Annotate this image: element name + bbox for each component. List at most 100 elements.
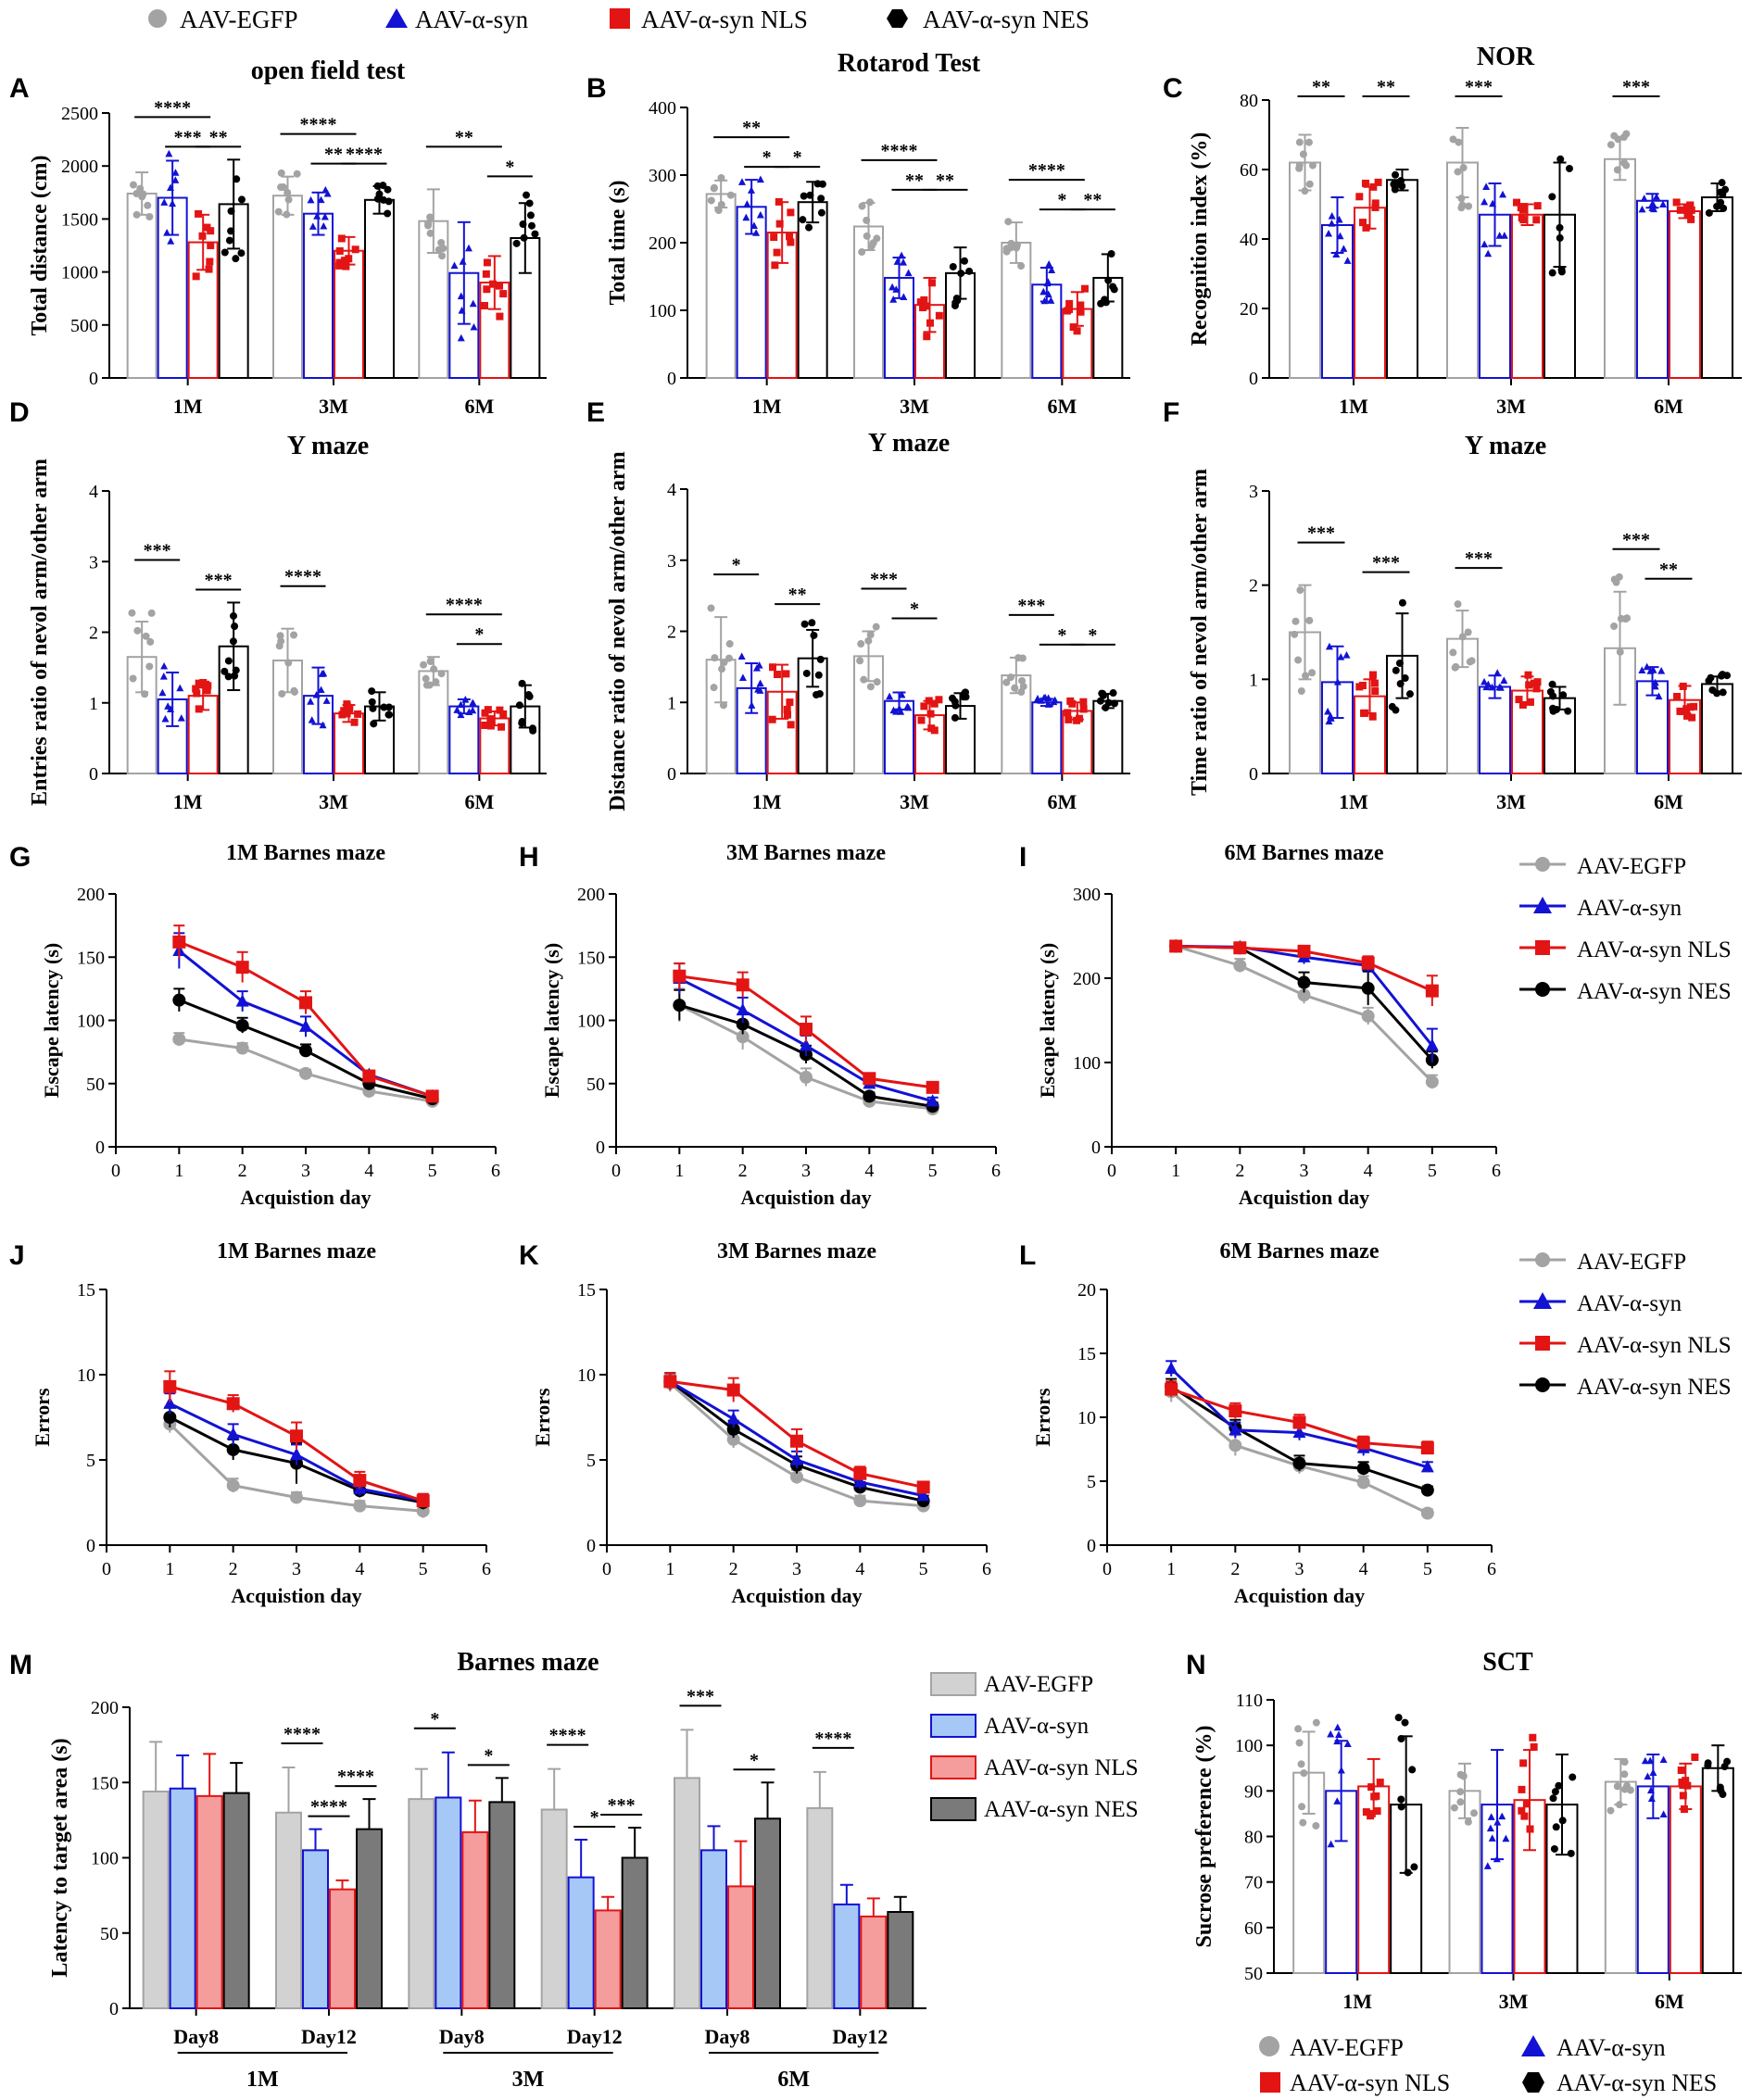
c-dot-nls-2-0 bbox=[1685, 210, 1694, 219]
b-sig-label-3: **** bbox=[881, 141, 918, 161]
a-dot-nes-0-1 bbox=[227, 227, 235, 235]
b-sig-label-8: ** bbox=[1083, 190, 1102, 210]
a-dot-nls-0-7 bbox=[206, 258, 214, 266]
j-point-nls-3 bbox=[353, 1474, 367, 1488]
bar-legend-m-nes-swatch bbox=[930, 1797, 976, 1821]
n-dot-nes-2-7 bbox=[1716, 1783, 1724, 1792]
d-dot-egfp-2-4 bbox=[430, 665, 438, 673]
f-dot-syn-0-6 bbox=[1327, 711, 1335, 720]
c-ytick-label-1: 20 bbox=[1240, 299, 1258, 320]
i-point-nes-3 bbox=[1361, 981, 1375, 995]
a-dot-egfp-0-3 bbox=[145, 213, 154, 221]
f-ylabel: Time ratio of nevol arm/other arm bbox=[1188, 469, 1212, 796]
e-dot-nes-1-7 bbox=[962, 693, 970, 701]
d-dot-nls-1-7 bbox=[354, 710, 362, 718]
b-dot-syn-2-2 bbox=[1045, 259, 1053, 268]
i-point-egfp-2 bbox=[1297, 988, 1311, 1002]
m-xtick-label-4: Day8 bbox=[705, 2025, 750, 2048]
c-dot-egfp-0-1 bbox=[1295, 138, 1304, 146]
d-dot-nls-2-3 bbox=[481, 721, 489, 729]
e-dot-nls-2-4 bbox=[1075, 714, 1083, 723]
n-dot-egfp-0-5 bbox=[1294, 1725, 1303, 1733]
b-dot-syn-1-2 bbox=[900, 293, 908, 300]
e-dot-egfp-1-4 bbox=[864, 636, 873, 645]
i-ytick-label-0: 0 bbox=[1091, 1138, 1101, 1158]
i-xtick-label-6: 6 bbox=[1492, 1161, 1501, 1181]
m-xtick-label-2: Day8 bbox=[439, 2025, 485, 2048]
chart-b: Rotarod Test 0 100 200 300 400 Total time (s) 1… bbox=[606, 49, 1130, 418]
m-bar-egfp-3 bbox=[540, 1808, 568, 2009]
m-sig-label-5: **** bbox=[549, 1726, 586, 1746]
l-point-syn-0 bbox=[1165, 1361, 1178, 1375]
chart-c: NOR 0 20 40 60 80 Recognition index (%) 1M 3M 6M *… bbox=[1188, 43, 1742, 418]
e-dot-nls-0-4 bbox=[784, 710, 792, 719]
n-dot-nls-2-2 bbox=[1691, 1753, 1699, 1761]
e-dot-nes-0-0 bbox=[802, 669, 811, 677]
c-dot-egfp-2-1 bbox=[1606, 141, 1615, 149]
l-point-egfp-1 bbox=[1228, 1439, 1242, 1452]
m-bar-nls-2 bbox=[461, 1830, 489, 2009]
m-bar-nls-5 bbox=[860, 1915, 888, 2009]
d-dot-syn-1-1 bbox=[317, 685, 325, 694]
l-xtick-label-0: 0 bbox=[1102, 1559, 1112, 1579]
b-xtick-label-2: 6M bbox=[1047, 395, 1077, 418]
d-sig-label-3: **** bbox=[446, 595, 483, 615]
bottom-legend-nes-marker bbox=[1522, 2072, 1544, 2093]
a-dot-nes-1-6 bbox=[379, 195, 387, 204]
d-dot-egfp-0-4 bbox=[147, 609, 156, 617]
g-point-nls-4 bbox=[425, 1089, 439, 1103]
d-dot-nls-1-5 bbox=[338, 710, 346, 719]
b-ytick-label-2: 200 bbox=[649, 233, 676, 254]
a-bar-nes-1 bbox=[364, 198, 395, 379]
b-dot-syn-1-1 bbox=[889, 296, 898, 303]
n-dot-nls-2-7 bbox=[1679, 1781, 1687, 1790]
k-point-egfp-1 bbox=[726, 1432, 740, 1446]
n-dot-syn-0-0 bbox=[1343, 1740, 1352, 1747]
e-dot-nls-0-7 bbox=[773, 671, 781, 679]
m-sig-label-10: **** bbox=[814, 1729, 851, 1749]
i-xlabel: Acquistion day bbox=[1239, 1186, 1369, 1209]
d-dot-nls-2-0 bbox=[499, 710, 508, 718]
legend-nes-label: AAV-α-syn NES bbox=[923, 6, 1090, 33]
b-dot-egfp-0-6 bbox=[717, 173, 725, 182]
d-dot-nes-1-1 bbox=[370, 720, 378, 728]
n-dot-syn-0-4 bbox=[1327, 1729, 1335, 1738]
j-xtick-label-4: 4 bbox=[355, 1559, 364, 1579]
f-dot-nls-1-2 bbox=[1532, 685, 1541, 693]
l-point-nes-3 bbox=[1356, 1462, 1370, 1476]
f-dot-syn-2-3 bbox=[1643, 662, 1651, 671]
i-point-syn-4 bbox=[1425, 1038, 1439, 1051]
i-point-egfp-4 bbox=[1425, 1075, 1439, 1088]
b-dot-syn-0-7 bbox=[756, 210, 764, 219]
f-dot-syn-0-1 bbox=[1324, 707, 1332, 715]
d-dot-nes-1-6 bbox=[384, 703, 393, 711]
n-dot-egfp-1-4 bbox=[1456, 1788, 1465, 1796]
d-dot-syn-1-0 bbox=[307, 698, 315, 705]
m-bar-nls-3 bbox=[594, 1909, 622, 2009]
n-dot-egfp-2-1 bbox=[1620, 1770, 1629, 1779]
e-dot-egfp-2-2 bbox=[1006, 673, 1014, 682]
n-dot-syn-2-5 bbox=[1659, 1755, 1668, 1764]
f-dot-egfp-2-6 bbox=[1621, 615, 1630, 623]
b-dot-nes-0-4 bbox=[805, 223, 813, 232]
n-xtick-label-1: 3M bbox=[1499, 1990, 1529, 2013]
legend-egfp-label: AAV-EGFP bbox=[180, 6, 298, 33]
top-legend: AAV-EGFP AAV-α-syn AAV-α-syn NLS AAV-α-s… bbox=[148, 6, 1090, 33]
i-xtick-label-3: 3 bbox=[1300, 1161, 1309, 1181]
b-dot-syn-0-3 bbox=[742, 213, 750, 221]
c-dot-syn-1-1 bbox=[1495, 232, 1504, 239]
f-dot-nes-1-4 bbox=[1548, 680, 1556, 688]
l-xtick-label-2: 2 bbox=[1230, 1559, 1240, 1579]
b-dot-nls-0-4 bbox=[786, 233, 794, 241]
a-dot-nes-2-4 bbox=[519, 220, 527, 229]
i-point-nls-3 bbox=[1361, 956, 1375, 970]
c-dot-syn-0-6 bbox=[1343, 257, 1352, 264]
m-bar-nes-2 bbox=[488, 1801, 516, 2009]
d-dot-nes-1-0 bbox=[368, 698, 376, 706]
g-ytick-label-4: 200 bbox=[77, 885, 105, 905]
a-dot-syn-0-4 bbox=[167, 237, 175, 245]
a-dot-nes-0-7 bbox=[237, 195, 246, 204]
panel-letter-a: A bbox=[9, 73, 30, 104]
i-ytick-label-2: 200 bbox=[1073, 969, 1101, 989]
f-dot-nes-1-3 bbox=[1564, 707, 1572, 715]
